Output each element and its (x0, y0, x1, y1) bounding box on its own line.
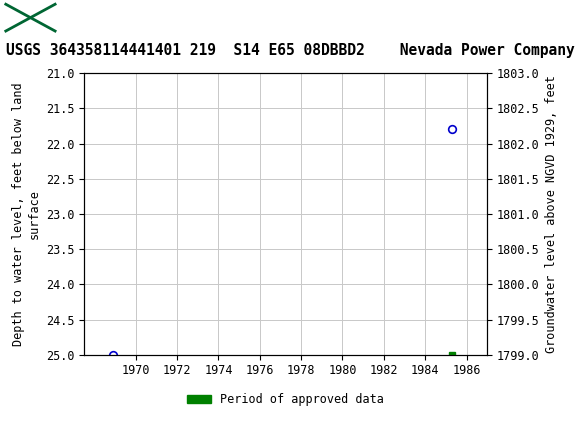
Legend: Period of approved data: Period of approved data (183, 388, 389, 411)
Text: USGS 364358114441401 219  S14 E65 08DBBD2    Nevada Power Company: USGS 364358114441401 219 S14 E65 08DBBD2… (6, 43, 574, 58)
FancyBboxPatch shape (6, 4, 55, 31)
Y-axis label: Depth to water level, feet below land
surface: Depth to water level, feet below land su… (12, 82, 41, 346)
Y-axis label: Groundwater level above NGVD 1929, feet: Groundwater level above NGVD 1929, feet (545, 75, 558, 353)
Text: USGS: USGS (67, 9, 122, 27)
